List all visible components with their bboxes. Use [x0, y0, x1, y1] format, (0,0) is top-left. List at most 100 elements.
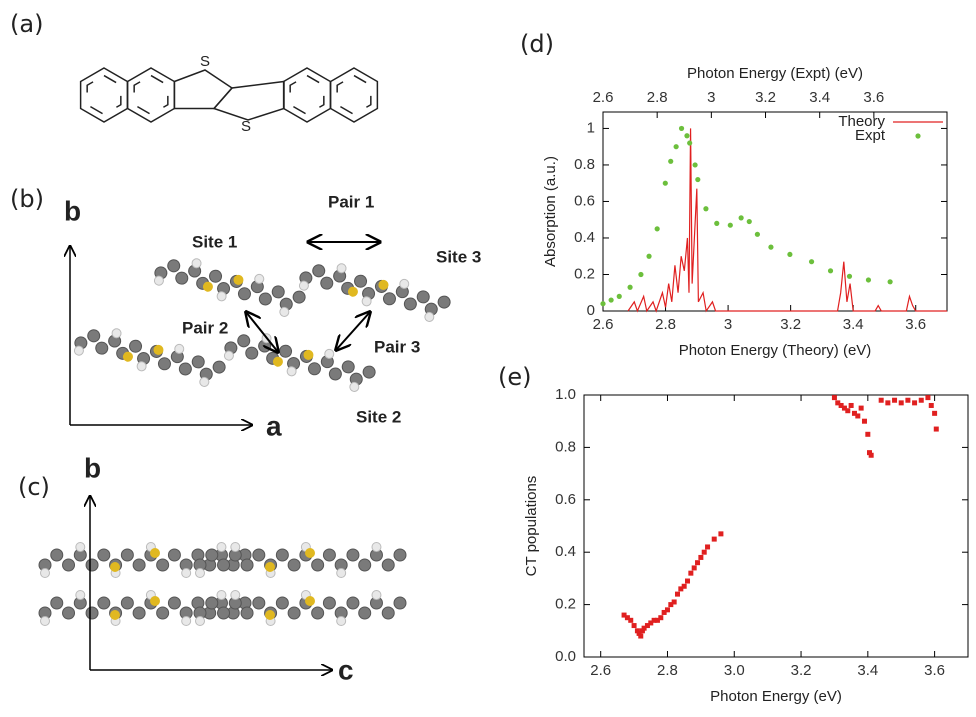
- sulfur: [265, 610, 275, 620]
- x-tick-label: 3.6: [905, 316, 926, 333]
- sulfur: [305, 548, 315, 558]
- expt-point: [600, 301, 605, 306]
- atom: [237, 286, 252, 301]
- hydrogen: [372, 543, 381, 552]
- expt-point: [646, 254, 651, 259]
- expt-point: [668, 159, 673, 164]
- ct-point: [849, 403, 854, 408]
- expt-point: [695, 177, 700, 182]
- atom: [437, 295, 452, 310]
- sulfur: [110, 562, 120, 572]
- molecular-packing: [72, 250, 453, 396]
- atom: [319, 276, 334, 291]
- atom: [51, 549, 63, 561]
- x2-tick-label: 3.4: [809, 89, 830, 106]
- atom: [206, 549, 218, 561]
- atom: [323, 597, 335, 609]
- legend-swatch: [915, 133, 920, 138]
- hydrogen: [76, 591, 85, 600]
- atom: [121, 549, 133, 561]
- expt-point: [888, 279, 893, 284]
- atom: [382, 559, 394, 571]
- atom: [359, 607, 371, 619]
- ct-point: [845, 408, 850, 413]
- atom: [276, 597, 288, 609]
- ct-point: [925, 395, 930, 400]
- ct-point: [885, 400, 890, 405]
- plot-frame: [603, 112, 947, 311]
- axis-name: c: [338, 654, 354, 685]
- ct-point: [832, 395, 837, 400]
- atom: [323, 549, 335, 561]
- ct-point: [702, 550, 707, 555]
- ct-point: [859, 406, 864, 411]
- ct-point: [658, 615, 663, 620]
- atom: [98, 597, 110, 609]
- y-tick-label: 0.4: [555, 543, 576, 560]
- ct-point: [695, 560, 700, 565]
- axis-name: a: [266, 410, 282, 441]
- atom: [258, 292, 273, 307]
- x2-tick-label: 3: [707, 89, 715, 106]
- ct-point: [632, 623, 637, 628]
- atom: [94, 341, 109, 356]
- atom: [121, 597, 133, 609]
- atom: [394, 549, 406, 561]
- expt-point: [655, 226, 660, 231]
- hydrogen: [231, 591, 240, 600]
- atom: [218, 559, 230, 571]
- ct-point: [879, 398, 884, 403]
- ct-point: [919, 398, 924, 403]
- atom: [86, 607, 98, 619]
- expt-point: [787, 252, 792, 257]
- sulfur: [305, 596, 315, 606]
- panel-label: (b): [10, 185, 44, 213]
- expt-point: [866, 277, 871, 282]
- atom: [244, 346, 259, 361]
- ct-point: [932, 411, 937, 416]
- x-tick-label: 3.4: [857, 662, 878, 679]
- ct-point: [682, 584, 687, 589]
- atom: [292, 290, 307, 305]
- atom: [157, 356, 172, 371]
- sulfur: [150, 596, 160, 606]
- atom: [157, 559, 169, 571]
- axis-name: b: [84, 452, 101, 483]
- x-tick-label: 2.6: [593, 316, 614, 333]
- y-tick-label: 0.6: [574, 192, 595, 209]
- y-tick-label: 1: [587, 119, 595, 136]
- pair-label: Pair 2: [182, 318, 228, 337]
- expt-point: [739, 215, 744, 220]
- atom: [51, 597, 63, 609]
- atom: [86, 559, 98, 571]
- atom: [416, 290, 431, 305]
- sulfur: [265, 562, 275, 572]
- atom: [63, 607, 75, 619]
- atom: [241, 607, 253, 619]
- x-tick-label: 3.0: [724, 662, 745, 679]
- expt-point: [674, 144, 679, 149]
- atom: [312, 607, 324, 619]
- ct-point: [929, 403, 934, 408]
- expt-point: [809, 259, 814, 264]
- molecule-image: [297, 255, 453, 326]
- y-tick-label: 1.0: [555, 386, 576, 403]
- atom: [328, 367, 343, 382]
- molecule-image: [222, 325, 378, 396]
- x-tick-label: 2.6: [590, 662, 611, 679]
- panel-label: (d): [520, 30, 554, 58]
- atom: [133, 559, 145, 571]
- pair-arrow: [336, 312, 370, 350]
- expt-point: [847, 274, 852, 279]
- ct-point: [705, 544, 710, 549]
- expt-point: [684, 133, 689, 138]
- hydrogen: [41, 617, 50, 626]
- atom: [359, 559, 371, 571]
- theory-line: [628, 128, 947, 311]
- hydrogen: [217, 543, 226, 552]
- ct-point: [665, 607, 670, 612]
- atom: [133, 607, 145, 619]
- x-tick-label: 3.4: [843, 316, 864, 333]
- atom: [208, 269, 223, 284]
- ring-inner: [290, 76, 324, 115]
